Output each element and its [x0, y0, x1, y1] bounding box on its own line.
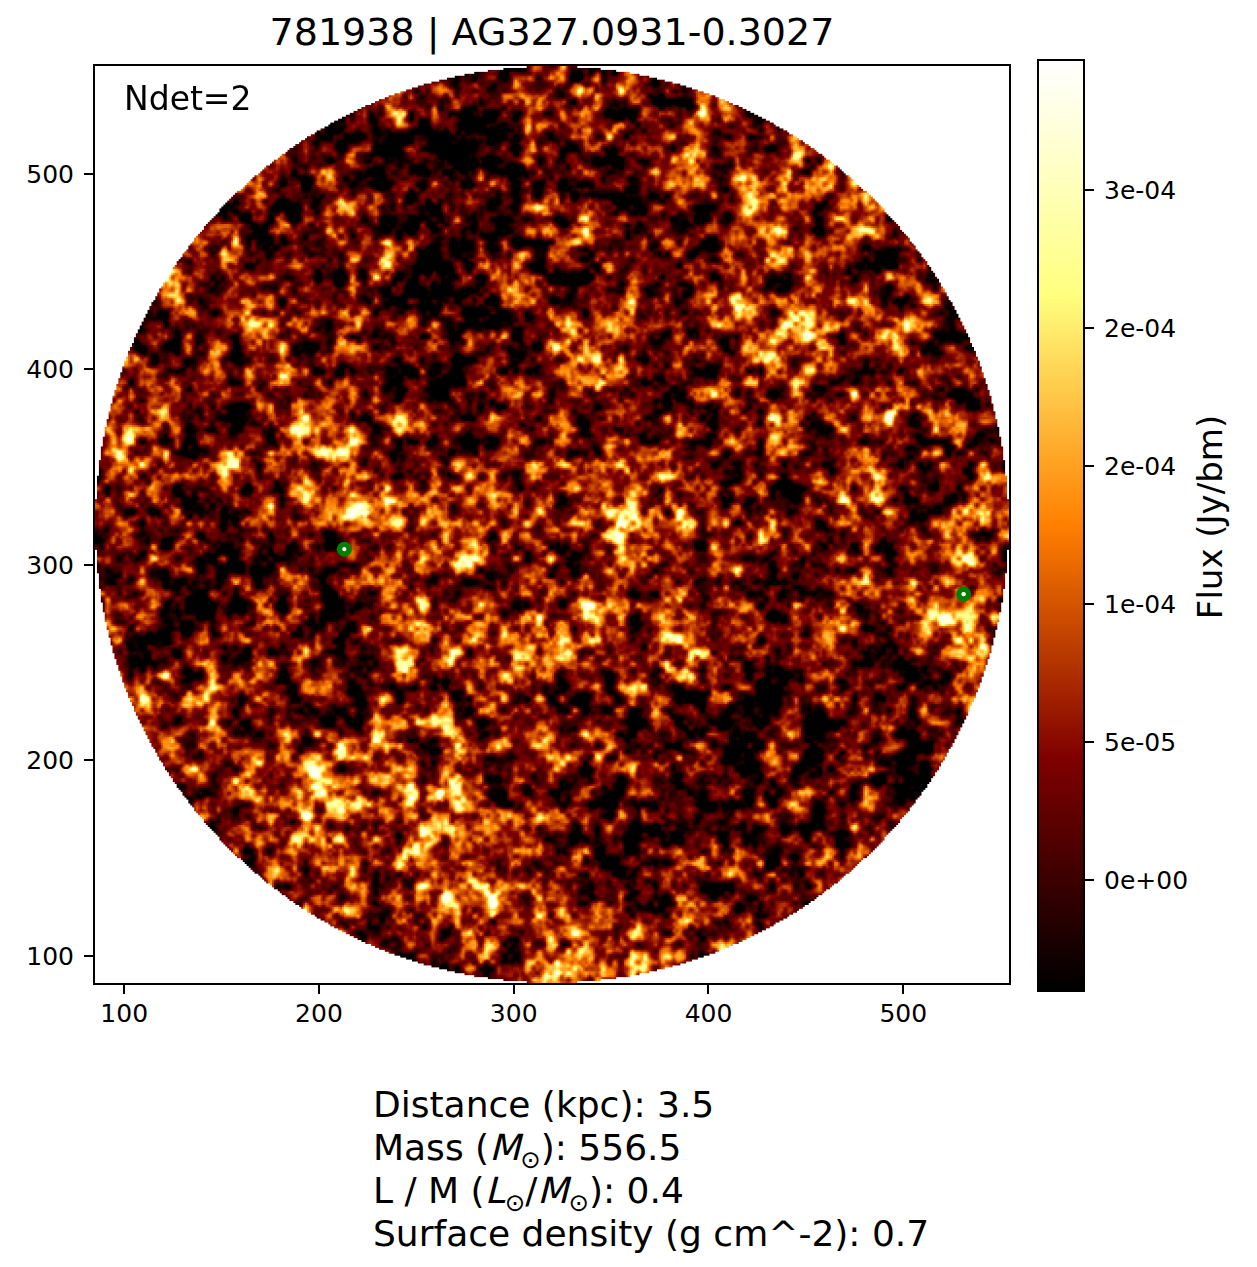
colorbar-tick-label: 1e-04: [1104, 589, 1176, 618]
x-tick-label: 300: [490, 999, 538, 1028]
colorbar-tick-mark: [1085, 741, 1094, 743]
info-text-segment: L: [485, 1170, 505, 1211]
colorbar-tick-mark: [1085, 879, 1094, 881]
y-tick-mark: [84, 173, 93, 175]
x-tick-mark: [513, 985, 515, 994]
ndet-annotation: Ndet=2: [124, 79, 252, 118]
x-tick-mark: [318, 985, 320, 994]
y-tick-mark: [84, 368, 93, 370]
y-tick-mark: [84, 564, 93, 566]
info-line-2: Mass (M⊙): 556.5: [373, 1126, 929, 1169]
plot-area: Ndet=2: [93, 64, 1011, 985]
x-tick-mark: [902, 985, 904, 994]
plot-title: 781938 | AG327.0931-0.3027: [93, 10, 1011, 54]
y-tick-label: 200: [26, 746, 74, 775]
colorbar-tick-label: 0e+00: [1104, 865, 1188, 894]
info-text-segment: M: [489, 1127, 520, 1168]
colorbar-tick-mark: [1085, 603, 1094, 605]
heatmap-canvas: [95, 66, 1009, 983]
info-text-segment: L / M (: [373, 1170, 485, 1211]
info-text-segment: M: [537, 1170, 568, 1211]
info-text-segment: /: [525, 1170, 537, 1211]
info-text-segment: ): 0.4: [589, 1170, 684, 1211]
colorbar-tick-label: 5e-05: [1104, 727, 1176, 756]
y-tick-label: 300: [26, 550, 74, 579]
colorbar-tick-mark: [1085, 327, 1094, 329]
x-tick-mark: [707, 985, 709, 994]
x-tick-label: 400: [685, 999, 733, 1028]
colorbar-tick-label: 3e-04: [1104, 175, 1176, 204]
y-tick-mark: [84, 955, 93, 957]
y-tick-mark: [84, 759, 93, 761]
y-tick-label: 400: [26, 355, 74, 384]
info-line-3: L / M (L⊙/M⊙): 0.4: [373, 1169, 929, 1212]
info-text-block: Distance (kpc): 3.5Mass (M⊙): 556.5L / M…: [373, 1083, 929, 1255]
x-tick-label: 200: [295, 999, 343, 1028]
colorbar-label: Flux (Jy/bm): [1190, 415, 1230, 619]
colorbar: [1037, 59, 1085, 992]
info-line-1: Distance (kpc): 3.5: [373, 1083, 929, 1126]
colorbar-tick-label: 2e-04: [1104, 313, 1176, 342]
colorbar-tick-label: 2e-04: [1104, 451, 1176, 480]
colorbar-tick-mark: [1085, 189, 1094, 191]
info-text-segment: Mass (: [373, 1127, 489, 1168]
colorbar-tick-mark: [1085, 465, 1094, 467]
x-tick-label: 500: [879, 999, 927, 1028]
y-tick-label: 100: [26, 941, 74, 970]
info-line-4: Surface density (g cm^-2): 0.7: [373, 1212, 929, 1255]
info-text-segment: Surface density (g cm^-2): 0.7: [373, 1213, 929, 1254]
info-text-segment: ): 556.5: [541, 1127, 682, 1168]
y-tick-label: 500: [26, 160, 74, 189]
x-tick-mark: [123, 985, 125, 994]
colorbar-gradient: [1039, 61, 1083, 990]
info-text-segment: Distance (kpc): 3.5: [373, 1084, 714, 1125]
x-tick-label: 100: [100, 999, 148, 1028]
